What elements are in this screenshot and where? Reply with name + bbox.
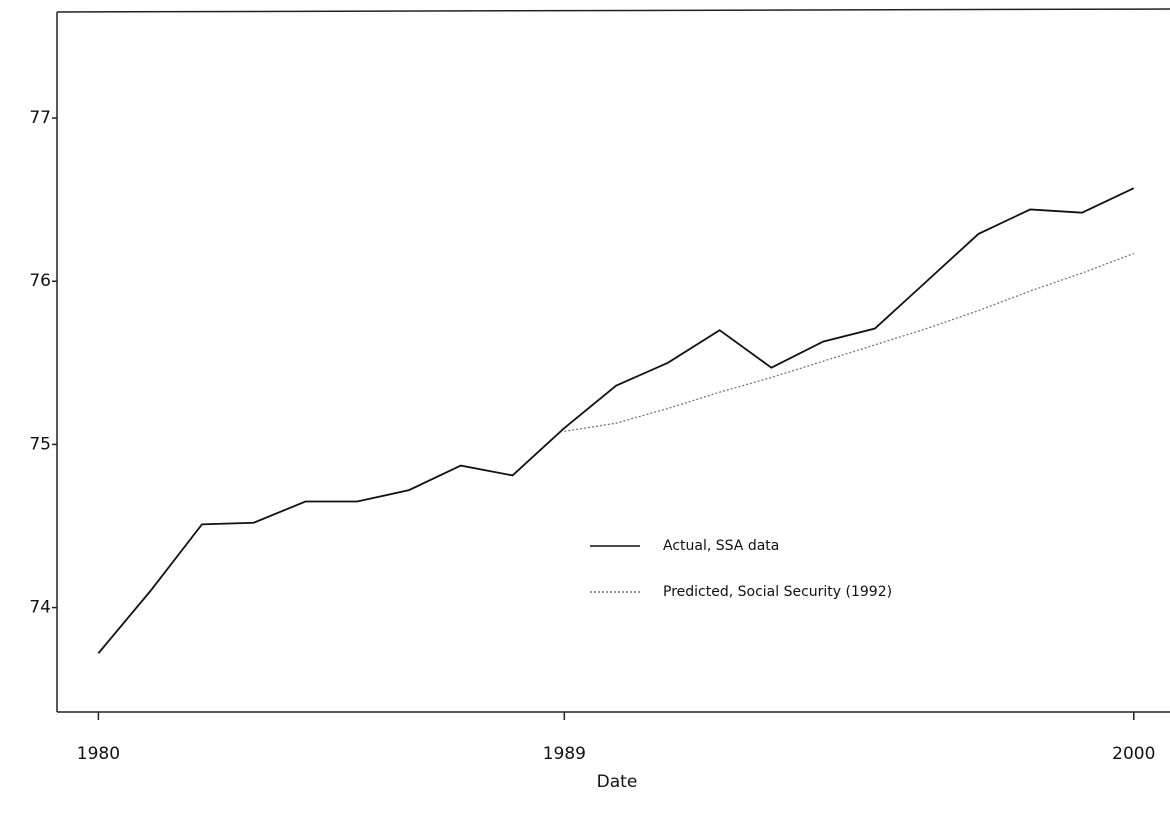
x-axis-label: Date (597, 772, 638, 792)
legend-label: Actual, SSA data (663, 538, 779, 554)
y-tick-label: 74 (29, 598, 51, 618)
frame-top (56, 8, 1170, 13)
x-tick-label: 1989 (543, 744, 586, 764)
series-line (564, 252, 1134, 432)
x-tick-label: 1980 (77, 744, 120, 764)
y-tick-label: 77 (29, 108, 51, 128)
x-tick-label: 2000 (1112, 744, 1155, 764)
y-tick-label: 76 (29, 271, 51, 291)
legend-label: Predicted, Social Security (1992) (663, 584, 892, 600)
series-line (97, 187, 1135, 654)
y-tick-label: 75 (29, 434, 51, 454)
